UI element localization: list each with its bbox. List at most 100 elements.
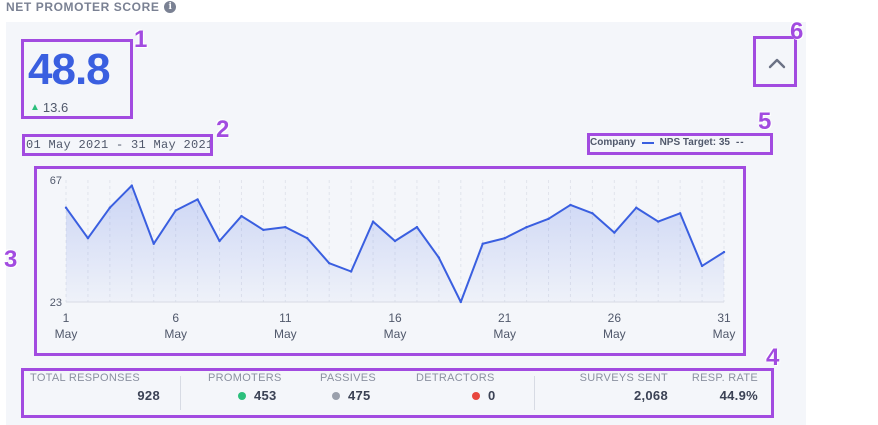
annotation-box-6: [753, 36, 797, 87]
chevron-up-icon: [768, 58, 786, 69]
data-point-14: [349, 270, 353, 273]
stat-response-rate: RESP. RATE 44.9%: [682, 372, 758, 403]
callout-4: 4: [766, 344, 780, 371]
data-point-19: [459, 300, 462, 304]
x-tick-day-1: 1: [63, 311, 70, 325]
data-point-27: [635, 206, 638, 209]
data-point-11: [284, 225, 287, 229]
collapse-button[interactable]: [760, 42, 794, 84]
callout-3: 3: [4, 246, 18, 273]
data-point-15: [371, 220, 375, 223]
callout-2: 2: [216, 116, 230, 143]
nps-line-chart: 67 231 May 6 May 11 May 16 May 21 May 26 May 31 May: [50, 175, 736, 341]
nps-score-delta: ▲ 13.6: [30, 100, 68, 115]
stat-value: 44.9%: [719, 388, 758, 403]
annotation-box-4: [21, 368, 774, 418]
y-tick-label-min: 23: [50, 297, 62, 309]
data-point-25: [591, 212, 594, 215]
data-point-24: [569, 203, 572, 207]
x-tick-month-16: May: [384, 327, 407, 341]
data-point-30: [700, 264, 704, 268]
data-point-28: [657, 220, 660, 223]
stat-label: TOTAL RESPONSES: [30, 372, 141, 384]
x-tick-day-11: 11: [279, 311, 292, 325]
promoter-dot-icon: [238, 391, 246, 400]
date-range: 01 May 2021 - 31 May 2021: [26, 138, 214, 152]
stat-passives: PASSIVES 475: [320, 372, 400, 403]
data-point-23: [547, 217, 550, 221]
data-point-8: [218, 239, 221, 243]
stats-row: TOTAL RESPONSES 928 PROMOTERS 453 PASSIV…: [22, 372, 774, 416]
x-tick-month-26: May: [603, 327, 626, 341]
stat-surveys-sent: SURVEYS SENT 2,068: [556, 372, 668, 403]
stat-detractors: DETRACTORS 0: [416, 372, 516, 403]
data-point-18: [437, 256, 441, 259]
x-tick-month-1: May: [55, 327, 78, 341]
data-point-3: [108, 206, 112, 209]
annotation-box-5: [587, 133, 773, 155]
data-point-9: [240, 214, 243, 218]
stat-value: 475: [348, 388, 371, 403]
data-point-2: [86, 237, 90, 240]
data-point-16: [393, 239, 397, 243]
data-point-17: [415, 225, 419, 229]
stat-value: 2,068: [633, 388, 668, 403]
stat-total-responses: TOTAL RESPONSES 928: [30, 372, 160, 403]
x-tick-day-21: 21: [498, 311, 512, 325]
callout-5: 5: [758, 108, 772, 135]
x-tick-day-31: 31: [717, 311, 731, 325]
callout-1: 1: [134, 26, 148, 53]
legend-target-dash-icon: --: [735, 137, 745, 148]
divider: [180, 376, 181, 410]
annotation-box-2: [22, 134, 213, 156]
stat-value-wrap: 453: [208, 388, 298, 403]
nps-score-value: 48.8: [28, 45, 111, 94]
passive-dot-icon: [332, 391, 340, 400]
delta-value: 13.6: [42, 100, 69, 115]
stat-promoters: PROMOTERS 453: [208, 372, 298, 403]
x-tick-month-21: May: [493, 327, 516, 341]
data-point-5: [152, 242, 155, 245]
section-header: NET PROMOTER SCORE i: [6, 0, 177, 14]
x-tick-month-31: May: [713, 327, 736, 341]
data-point-29: [678, 212, 682, 215]
data-point-31: [722, 250, 726, 254]
data-point-6: [174, 209, 177, 212]
x-tick-month-11: May: [274, 327, 297, 341]
data-point-7: [196, 198, 199, 201]
data-point-1: [64, 206, 68, 209]
stat-label: SURVEYS SENT: [579, 372, 668, 384]
detractor-dot-icon: [472, 391, 480, 400]
x-tick-month-6: May: [164, 327, 187, 341]
trend-up-icon: ▲: [30, 102, 40, 113]
x-tick-day-16: 16: [388, 311, 402, 325]
y-tick-label-max: 67: [50, 175, 62, 187]
data-point-22: [525, 225, 528, 229]
legend-target-label: NPS Target: 35: [659, 137, 730, 148]
stat-value: 0: [488, 388, 496, 403]
legend-company-line-icon: [641, 141, 654, 144]
data-point-4: [130, 184, 133, 187]
x-tick-day-26: 26: [608, 311, 622, 325]
section-title: NET PROMOTER SCORE: [6, 0, 160, 14]
data-point-13: [328, 261, 331, 265]
stat-label: PASSIVES: [320, 372, 376, 384]
data-point-21: [503, 237, 506, 240]
x-tick-day-6: 6: [172, 311, 179, 325]
legend-company-label: Company: [590, 137, 636, 148]
annotation-box-3: [34, 166, 746, 356]
data-point-20: [481, 242, 484, 245]
data-point-26: [613, 231, 616, 234]
stat-label: PROMOTERS: [208, 372, 282, 384]
divider: [534, 376, 535, 410]
stat-label: DETRACTORS: [416, 372, 495, 384]
stat-value-wrap: 475: [320, 388, 400, 403]
stat-value-wrap: 0: [416, 388, 516, 403]
info-icon[interactable]: i: [164, 1, 177, 13]
callout-6: 6: [790, 18, 804, 45]
chart-legend: Company NPS Target: 35 --: [590, 137, 745, 148]
data-point-10: [262, 228, 265, 232]
stat-label: RESP. RATE: [691, 372, 758, 384]
stat-value: 928: [137, 388, 160, 403]
